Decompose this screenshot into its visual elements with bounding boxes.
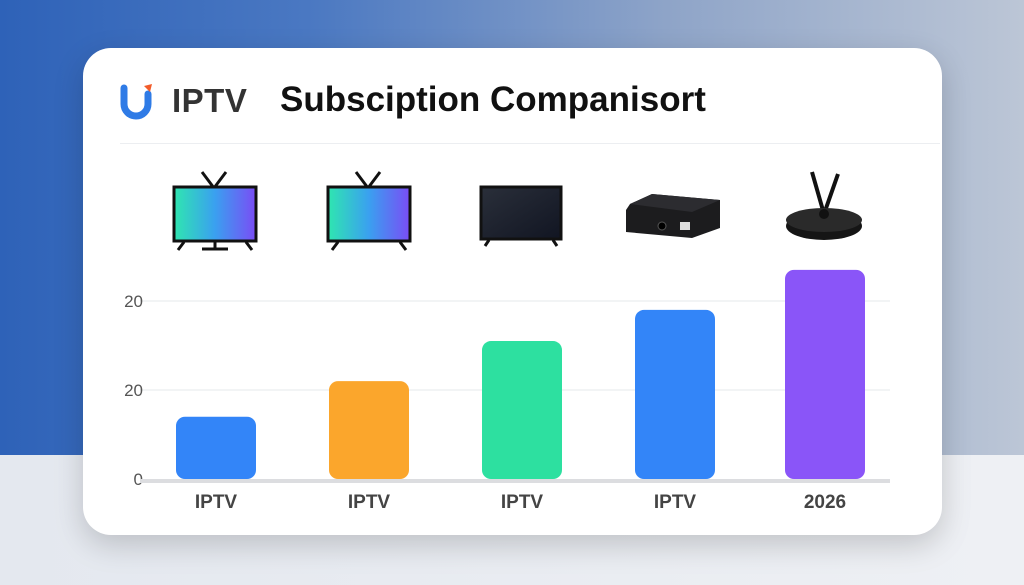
chart-title: Subsciption Companisort (280, 80, 706, 119)
x-tick-label: IPTV (195, 492, 238, 513)
bar (176, 416, 256, 479)
tv-antenna-icon (172, 171, 258, 251)
y-tick-label: 0 (134, 470, 143, 489)
x-tick-label: IPTV (501, 492, 544, 513)
flat-tv-icon (479, 185, 563, 247)
brand-name: IPTV (172, 82, 248, 119)
x-tick-label: IPTV (654, 492, 697, 513)
bar (482, 341, 562, 479)
bar (635, 309, 715, 479)
bar (329, 381, 409, 479)
x-tick-label: IPTV (348, 492, 391, 513)
tv-antenna-icon (326, 171, 412, 251)
divider (120, 143, 940, 144)
x-tick-label: 2026 (804, 492, 846, 513)
y-tick-label: 20 (124, 292, 143, 311)
set-top-box-icon (626, 194, 720, 238)
router-antenna-icon (786, 171, 862, 240)
bar (785, 269, 865, 479)
brand-logo-icon (120, 84, 152, 120)
y-tick-label: 20 (124, 381, 143, 400)
